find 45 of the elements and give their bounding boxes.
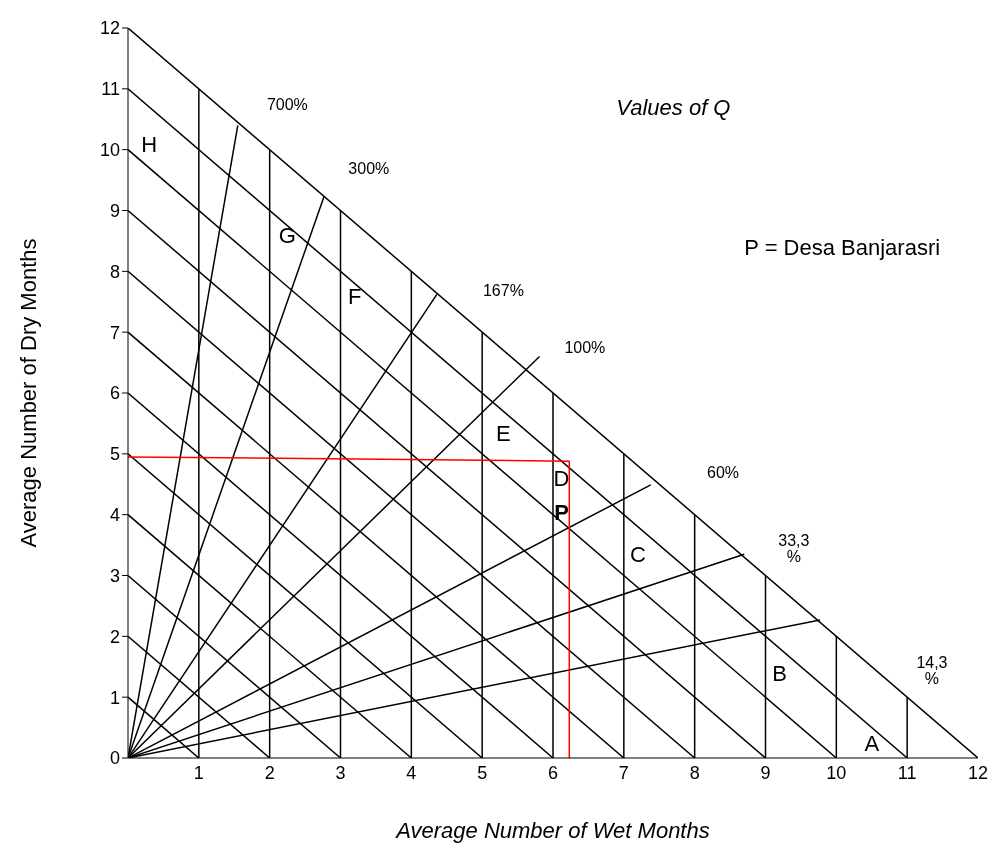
annotation: D	[553, 465, 570, 491]
y-tick-label: 10	[99, 140, 120, 161]
x-tick-label: 10	[826, 762, 847, 783]
annotation: Values of Q	[616, 94, 731, 120]
y-tick-label: 1	[109, 687, 120, 708]
annotation: 167%	[482, 281, 524, 299]
x-tick-label: 1	[193, 762, 204, 783]
annotation: 700%	[266, 95, 308, 113]
x-tick-label: 7	[618, 762, 629, 783]
annotation: H	[141, 131, 158, 157]
annotation: C	[630, 541, 647, 567]
y-tick-label: 2	[109, 626, 120, 647]
annotation: A	[864, 730, 880, 756]
annotation: B	[772, 660, 788, 686]
annotation: P = Desa Banjarasri	[744, 234, 941, 260]
x-tick-label: 3	[335, 762, 346, 783]
y-tick-label: 8	[109, 261, 120, 282]
x-tick-label: 8	[689, 762, 700, 783]
y-tick-label: 4	[109, 505, 120, 526]
annotation: 60%	[706, 463, 740, 481]
x-axis-title: Average Number of Wet Months	[394, 818, 710, 843]
annotation: E	[496, 420, 511, 446]
annotation: 100%	[564, 338, 606, 356]
annotation: 33,3 %	[778, 531, 810, 565]
x-tick-label: 2	[264, 762, 275, 783]
annotation: F	[347, 283, 362, 309]
annotation: 14,3 %	[916, 653, 948, 687]
y-tick-label: 6	[109, 383, 120, 404]
y-axis-title: Average Number of Dry Months	[15, 238, 41, 548]
y-tick-label: 0	[109, 748, 120, 769]
y-tick-label: 7	[109, 322, 120, 343]
annotation: P	[554, 499, 569, 525]
annotation: G	[278, 222, 296, 248]
x-tick-label: 6	[547, 762, 559, 783]
y-tick-label: 5	[109, 444, 120, 465]
x-tick-label: 11	[897, 762, 917, 783]
y-tick-label: 3	[109, 565, 120, 586]
y-tick-label: 9	[109, 200, 120, 221]
x-tick-label: 9	[760, 762, 771, 783]
annotation: 300%	[348, 159, 390, 177]
x-tick-label: 12	[967, 762, 989, 783]
x-tick-label: 4	[406, 762, 417, 783]
y-tick-label: 11	[101, 79, 120, 100]
y-tick-label: 12	[99, 18, 120, 39]
x-tick-label: 5	[477, 762, 488, 783]
